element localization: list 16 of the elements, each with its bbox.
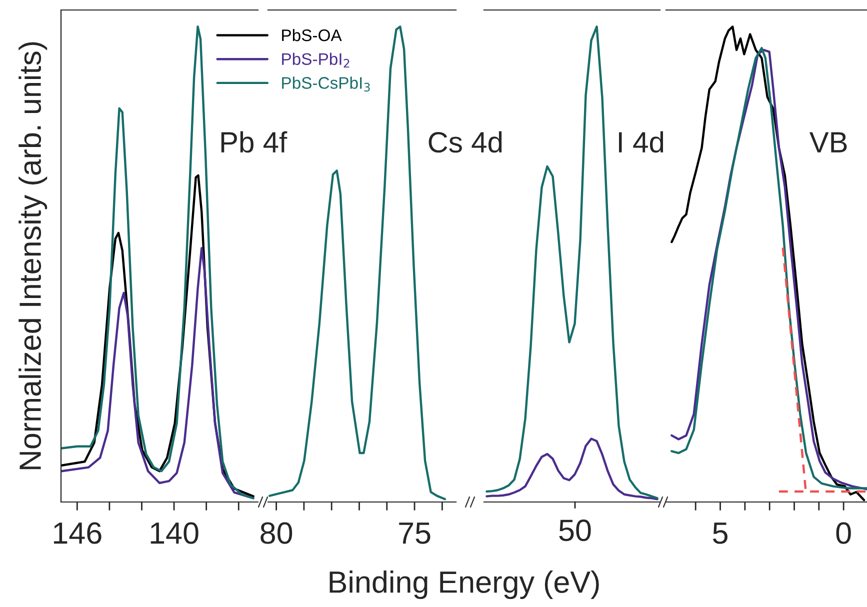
legend-label: PbS-CsPbI$_{3}$ [282, 76, 370, 92]
x-tick-label: 75 [399, 522, 430, 544]
annotation: Cs 4d [428, 131, 502, 153]
legend-label: PbS-PbI$_{2}$ [282, 52, 350, 68]
x-tick-label: 0 [836, 522, 851, 544]
annotation: VB [809, 132, 847, 152]
x-tick-label: 80 [260, 522, 292, 544]
x-tick-label: 5 [712, 522, 728, 544]
annotation: Pb 4f [221, 131, 288, 153]
text: 50 [559, 520, 591, 542]
x-tick-label: 146 [54, 522, 102, 544]
y-axis-title: Normalized Intensity (arb. units) [18, 42, 48, 470]
x-tick-label: 140 [150, 522, 198, 544]
legend-label: PbS-OA [282, 28, 342, 42]
x-axis-title: Binding Energy (eV) [330, 570, 599, 599]
annotation: I 4d [619, 131, 664, 153]
